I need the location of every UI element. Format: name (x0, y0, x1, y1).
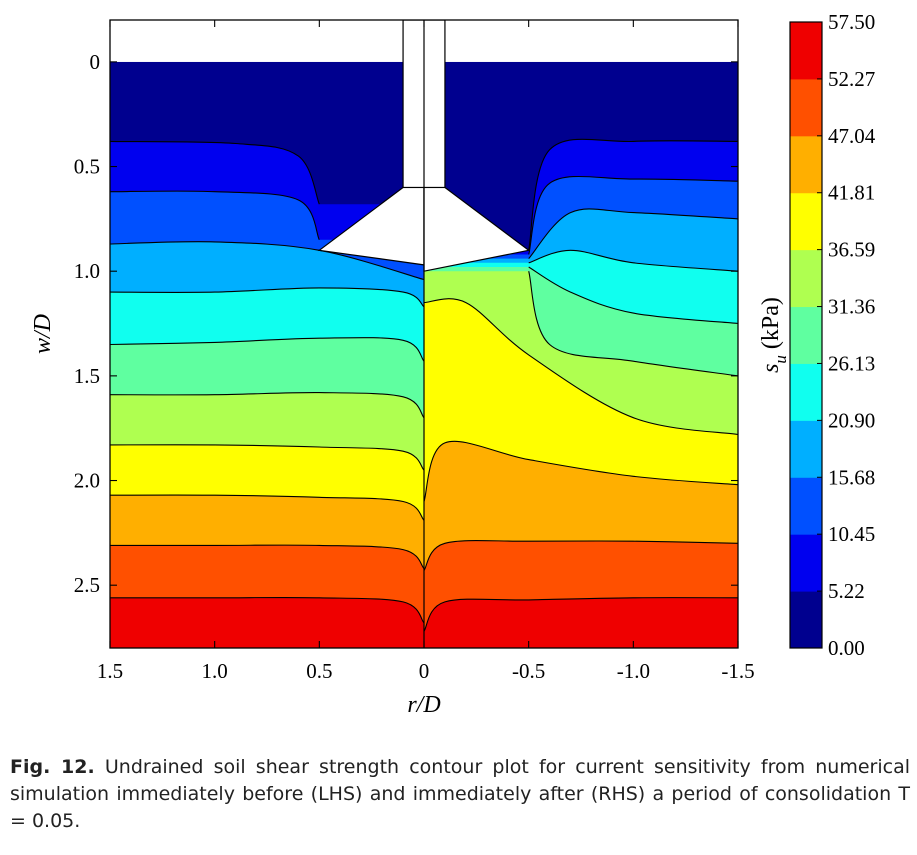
colorbar-label-1: 5.22 (828, 579, 865, 603)
y-tick-label-3: 1.5 (74, 364, 100, 388)
colorbar-swatch-2 (790, 477, 822, 535)
colorbar-swatch-9 (790, 78, 822, 137)
colorbar-title: su (kPa) (758, 297, 790, 373)
lhs-contour-3 (110, 287, 425, 308)
contour-plot-area (110, 20, 738, 648)
lhs-contour-9 (110, 596, 425, 624)
rhs-contour-8 (423, 540, 738, 571)
y-tick-label-4: 2.0 (74, 469, 100, 493)
colorbar-label-11: 57.50 (828, 10, 875, 34)
colorbar-label-9: 47.04 (828, 124, 876, 148)
colorbar-label-0: 0.00 (828, 636, 865, 660)
colorbar-title-symbol: s (758, 364, 784, 373)
colorbar-border (789, 21, 823, 649)
colorbar-swatch-0 (790, 591, 822, 649)
rhs-contour-9 (423, 597, 738, 632)
lhs-contour-2 (110, 241, 425, 281)
x-tick-label-4: -0.5 (512, 659, 545, 683)
colorbar-title-unit: (kPa) (758, 297, 784, 355)
y-tick-label-2: 1.0 (74, 259, 100, 283)
lhs-contour-4 (110, 337, 425, 362)
lhs-contour-8 (110, 544, 425, 569)
x-tick-label-1: 1.0 (202, 659, 228, 683)
colorbar-label-10: 52.27 (828, 67, 875, 91)
rhs-contour-4 (528, 266, 738, 325)
colorbar-label-2: 10.45 (828, 522, 875, 546)
rhs-contour-6 (423, 298, 738, 436)
caption-text: Undrained soil shear strength contour pl… (10, 756, 910, 832)
x-tick-label-3: 0 (419, 659, 430, 683)
colorbar-swatch-7 (790, 192, 822, 251)
colorbar-title-subscript: u (771, 355, 790, 364)
lhs-contour-lines (110, 140, 425, 624)
x-tick-label-0: 1.5 (97, 659, 123, 683)
figure-caption: Fig. 12. Undrained soil shear strength c… (10, 754, 910, 835)
rhs-contour-lines (423, 138, 738, 632)
axes: 1.5 1.0 0.5 0 -0.5 -1.0 -1.5 0 0.5 1.0 1.5 2.0 2.5 r/… (30, 20, 755, 718)
colorbar: 0.00 5.22 10.45 15.68 20.90 26.13 31.36 36.59 41… (758, 10, 876, 660)
colorbar-label-6: 31.36 (828, 295, 875, 319)
y-tick-label-5: 2.5 (74, 573, 100, 597)
rhs-contour-3 (528, 249, 738, 272)
colorbar-label-4: 20.90 (828, 408, 875, 432)
colorbar-swatch-4 (790, 363, 822, 421)
lhs-contour-6 (110, 444, 425, 471)
x-axis-label: r/D (407, 692, 440, 718)
lhs-contour-7 (110, 494, 425, 521)
colorbar-swatch-8 (790, 135, 822, 194)
colorbar-swatch-3 (790, 420, 822, 478)
rhs-contour-5 (528, 271, 738, 377)
colorbar-swatch-1 (790, 534, 822, 592)
lhs-contour-0 (110, 140, 320, 205)
lhs-contour-1 (110, 190, 320, 241)
rhs-contour-7 (423, 440, 738, 502)
lhs-contour-5 (110, 392, 425, 419)
x-tick-label-2: 0.5 (306, 659, 332, 683)
rhs-band-10 (424, 597, 738, 648)
rhs-contour-0 (528, 138, 738, 251)
contour-figure: 1.5 1.0 0.5 0 -0.5 -1.0 -1.5 0 0.5 1.0 1.5 2.0 2.5 r/… (30, 10, 876, 718)
lhs-bands (110, 61, 424, 648)
lhs-band-10 (110, 597, 424, 648)
y-tick-label-0: 0 (90, 50, 101, 74)
colorbar-swatch-10 (790, 22, 822, 80)
x-tick-label-5: -1.0 (617, 659, 650, 683)
colorbar-label-3: 15.68 (828, 465, 875, 489)
colorbar-label-5: 26.13 (828, 351, 875, 375)
colorbar-label-7: 36.59 (828, 238, 875, 262)
rhs-contour-1 (528, 175, 738, 255)
x-tick-label-6: -1.5 (721, 659, 754, 683)
colorbar-swatch-5 (790, 306, 822, 364)
y-tick-label-1: 0.5 (74, 155, 100, 179)
colorbar-swatch-6 (790, 249, 822, 308)
colorbar-label-8: 41.81 (828, 181, 875, 205)
rhs-contour-2 (528, 208, 738, 259)
caption-label: Fig. 12. (10, 756, 95, 778)
rhs-bands (424, 61, 738, 648)
y-axis-label: w/D (30, 314, 56, 354)
